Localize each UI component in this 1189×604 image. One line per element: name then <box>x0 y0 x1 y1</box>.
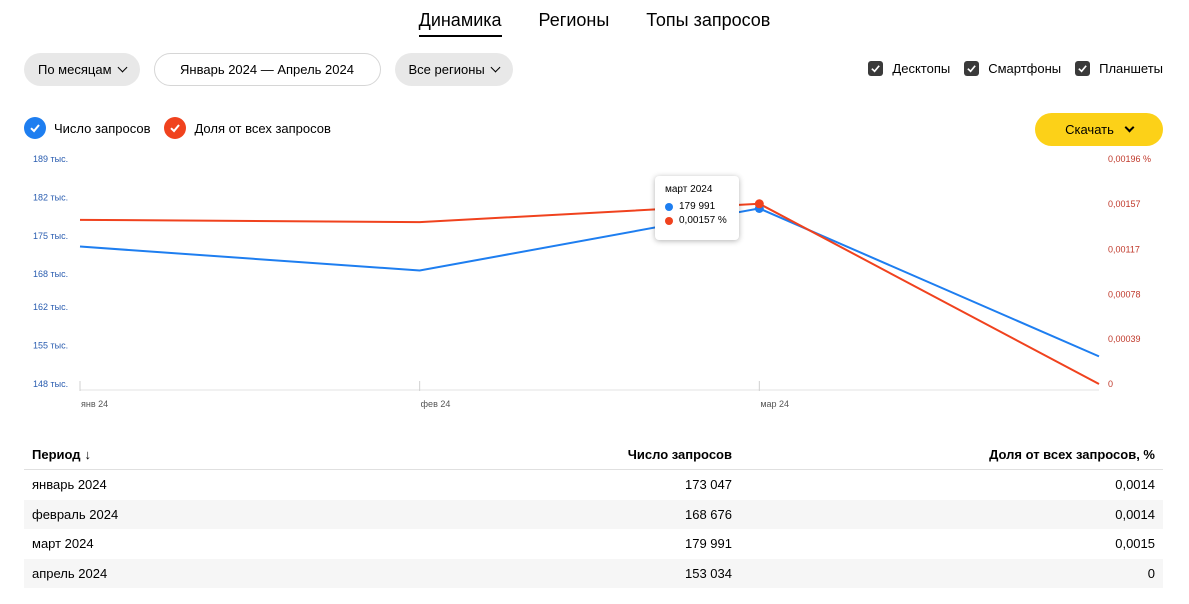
cell-period: январь 2024 <box>32 477 107 493</box>
header-period[interactable]: Период ↓ <box>24 447 384 462</box>
tooltip-title: март 2024 <box>665 184 713 195</box>
check-icon <box>164 117 187 139</box>
dynamics-chart: 189 тыс. 182 тыс. 175 тыс. 168 тыс. 162 тыс.… <box>0 148 1189 423</box>
cell-queries: 173 047 <box>685 477 732 493</box>
chevron-down-icon <box>490 62 501 73</box>
series-line-queries <box>79 207 1100 358</box>
y-left-tick-label: 162 тыс. <box>33 302 68 312</box>
series-dot-icon <box>665 202 673 211</box>
date-range-picker[interactable]: Январь 2024 — Апрель 2024 <box>153 53 381 86</box>
checkbox-checked-icon <box>964 61 980 76</box>
series-dot-icon <box>665 216 673 225</box>
x-tick-label: янв 24 <box>81 399 108 409</box>
legend-item-queries[interactable]: Число запросов <box>24 117 150 139</box>
y-right-tick-label: 0,00078 <box>1108 289 1141 299</box>
check-icon <box>24 117 46 139</box>
y-left-tick-label: 148 тыс. <box>33 379 68 389</box>
period-select[interactable]: По месяцам <box>24 53 140 86</box>
device-filters: Десктопы Смартфоны Планшеты <box>868 61 1163 76</box>
device-tablet-checkbox[interactable]: Планшеты <box>1075 61 1163 76</box>
cell-period: апрель 2024 <box>32 565 108 581</box>
y-left-tick-label: 155 тыс. <box>33 341 68 351</box>
y-right-tick-label: 0,00196 % <box>1108 154 1151 164</box>
device-tablet-label: Планшеты <box>1099 61 1163 76</box>
tooltip-row-share: 0,00157 % <box>665 215 729 226</box>
x-tick-label: фев 24 <box>421 399 451 409</box>
table-header-row: Период ↓ Число запросов Доля от всех запр… <box>24 440 1163 470</box>
view-tabs: Динамика Регионы Топы запросов <box>0 10 1189 37</box>
tooltip-queries-value: 179 991 <box>679 201 716 212</box>
chart-legend: Число запросов Доля от всех запросов <box>24 117 331 139</box>
cell-share: 0,0014 <box>1115 506 1155 522</box>
y-right-tick-label: 0,00117 <box>1108 245 1140 255</box>
cell-share: 0 <box>1147 565 1155 581</box>
highlight-point-share <box>754 199 764 209</box>
cell-period: март 2024 <box>32 536 94 552</box>
tab-regions[interactable]: Регионы <box>538 10 610 30</box>
tab-dynamics[interactable]: Динамика <box>418 10 502 37</box>
download-button-label: Скачать <box>1065 122 1114 137</box>
legend-share-label: Доля от всех запросов <box>194 120 331 136</box>
header-queries[interactable]: Число запросов <box>627 447 732 462</box>
checkbox-checked-icon <box>1075 61 1091 76</box>
x-tick-label: мар 24 <box>760 399 789 409</box>
cell-queries: 168 676 <box>685 506 732 522</box>
date-range-label: Январь 2024 — Апрель 2024 <box>180 62 354 77</box>
y-left-tick-label: 168 тыс. <box>33 269 68 279</box>
legend-queries-label: Число запросов <box>54 120 151 136</box>
header-share[interactable]: Доля от всех запросов, % <box>989 447 1155 462</box>
device-smartphone-checkbox[interactable]: Смартфоны <box>964 61 1061 76</box>
y-left-tick-label: 189 тыс. <box>33 154 68 164</box>
line-chart-svg: 189 тыс. 182 тыс. 175 тыс. 168 тыс. 162 тыс.… <box>33 154 1151 409</box>
device-smartphone-label: Смартфоны <box>988 61 1062 76</box>
y-left-tick-label: 175 тыс. <box>33 231 68 241</box>
device-desktop-label: Десктопы <box>892 61 951 76</box>
regions-select-label: Все регионы <box>408 62 485 77</box>
series-line-share <box>79 202 1100 385</box>
y-left-tick-label: 182 тыс. <box>33 192 68 202</box>
cell-queries: 179 991 <box>685 536 732 552</box>
cell-share: 0,0014 <box>1115 477 1155 493</box>
regions-select[interactable]: Все регионы <box>394 53 513 86</box>
tooltip-row-queries: 179 991 <box>665 201 729 212</box>
device-desktop-checkbox[interactable]: Десктопы <box>868 61 950 76</box>
table-row: февраль 2024 168 676 0,0014 <box>24 499 1163 529</box>
y-right-tick-label: 0 <box>1108 379 1113 389</box>
cell-period: февраль 2024 <box>32 506 119 522</box>
chart-tooltip: март 2024 179 991 0,00157 % <box>655 176 739 240</box>
tab-top-queries[interactable]: Топы запросов <box>646 10 771 30</box>
legend-item-share[interactable]: Доля от всех запросов <box>164 117 331 139</box>
table-row: январь 2024 173 047 0,0014 <box>24 470 1163 500</box>
tooltip-share-value: 0,00157 % <box>679 215 727 226</box>
cell-queries: 153 034 <box>685 565 732 581</box>
chevron-down-icon <box>117 62 127 73</box>
header-period-label: Период <box>32 447 81 462</box>
y-right-tick-label: 0,00157 <box>1108 199 1141 209</box>
chevron-down-icon <box>1124 122 1135 133</box>
y-right-tick-label: 0,00039 <box>1108 334 1141 344</box>
table-row: апрель 2024 153 034 0 <box>24 558 1163 588</box>
period-select-label: По месяцам <box>38 62 112 77</box>
table-row: март 2024 179 991 0,0015 <box>24 529 1163 559</box>
filters-bar: По месяцам Январь 2024 — Апрель 2024 Все… <box>24 53 513 86</box>
data-table: Период ↓ Число запросов Доля от всех запр… <box>24 440 1163 588</box>
sort-down-icon: ↓ <box>84 447 92 462</box>
cell-share: 0,0015 <box>1115 536 1155 552</box>
checkbox-checked-icon <box>868 61 884 76</box>
download-button[interactable]: Скачать <box>1035 113 1163 146</box>
